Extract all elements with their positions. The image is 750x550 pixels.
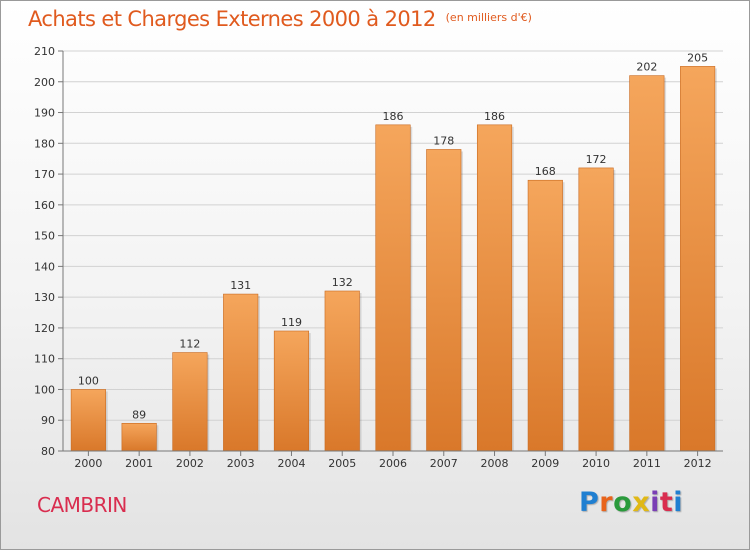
x-tick-label-2002: 2002: [176, 457, 204, 470]
x-tick-label-2004: 2004: [277, 457, 305, 470]
data-label-2004: 119: [281, 316, 302, 329]
chart-title-text: Achats et Charges Externes 2000 à 2012: [28, 7, 436, 31]
chart-title: Achats et Charges Externes 2000 à 2012 (e…: [28, 7, 532, 31]
bar-2002: [172, 352, 208, 452]
y-tick-label-200: 200: [34, 76, 55, 89]
data-label-2000: 100: [78, 374, 99, 387]
y-tick-label-80: 80: [41, 445, 55, 458]
x-tick-label-2011: 2011: [633, 457, 661, 470]
data-label-2012: 205: [687, 51, 708, 64]
data-label-2002: 112: [179, 338, 200, 351]
bar-2011: [629, 75, 665, 452]
x-tick-label-2000: 2000: [74, 457, 102, 470]
logo-letter-2: o: [613, 487, 633, 518]
data-label-2005: 132: [332, 276, 353, 289]
x-tick-label-2012: 2012: [684, 457, 712, 470]
bar-2008: [476, 124, 513, 452]
x-tick-label-2008: 2008: [481, 457, 509, 470]
logo-letter-1: r: [599, 487, 614, 518]
y-tick-label-140: 140: [34, 260, 55, 273]
bar-2010: [578, 167, 614, 452]
x-tick-label-2006: 2006: [379, 457, 407, 470]
axes: [58, 50, 723, 456]
data-label-2010: 172: [586, 153, 607, 166]
bar-2009: [527, 179, 563, 452]
y-tick-label-110: 110: [34, 353, 55, 366]
y-tick-label-210: 210: [34, 45, 55, 58]
x-tick-label-2010: 2010: [582, 457, 610, 470]
data-label-2008: 186: [484, 110, 505, 123]
data-label-2011: 202: [636, 61, 657, 74]
y-tick-label-130: 130: [34, 291, 55, 304]
y-tick-label-150: 150: [34, 230, 55, 243]
logo-letter-6: i: [673, 487, 684, 518]
y-tick-label-190: 190: [34, 107, 55, 120]
y-tick-label-160: 160: [34, 199, 55, 212]
y-tick-label-180: 180: [34, 137, 55, 150]
bar-2000: [70, 389, 106, 452]
y-tick-label-120: 120: [34, 322, 55, 335]
x-tick-label-2003: 2003: [227, 457, 255, 470]
logo-letter-0: P: [579, 487, 600, 518]
bar-2003: [223, 293, 259, 452]
logo-letter-5: t: [659, 487, 674, 518]
logo-letter-3: x: [632, 487, 651, 518]
y-tick-label-100: 100: [34, 383, 55, 396]
x-tick-label-2007: 2007: [430, 457, 458, 470]
x-tick-label-2005: 2005: [328, 457, 356, 470]
bars: [70, 66, 717, 452]
logo-letter-4: i: [650, 487, 660, 518]
bar-2001: [121, 423, 157, 452]
chart-subtitle: (en milliers d'€): [445, 11, 532, 24]
commune-name: CAMBRIN: [37, 493, 127, 517]
bar-2012: [680, 66, 716, 452]
y-tick-label-170: 170: [34, 168, 55, 181]
y-tick-label-90: 90: [41, 414, 55, 427]
data-label-2001: 89: [132, 408, 146, 421]
x-tick-label-2009: 2009: [531, 457, 559, 470]
data-label-2006: 186: [383, 110, 404, 123]
bar-2005: [324, 290, 360, 452]
data-label-2007: 178: [433, 134, 454, 147]
proxiti-logo: Proxiti: [579, 487, 683, 518]
data-label-2009: 168: [535, 165, 556, 178]
labels: 8090100110120130140150160170180190200210…: [34, 45, 712, 470]
x-tick-label-2001: 2001: [125, 457, 153, 470]
bar-2007: [426, 149, 462, 452]
bar-2004: [273, 330, 310, 452]
bar-2006: [375, 124, 411, 452]
data-label-2003: 131: [230, 279, 251, 292]
